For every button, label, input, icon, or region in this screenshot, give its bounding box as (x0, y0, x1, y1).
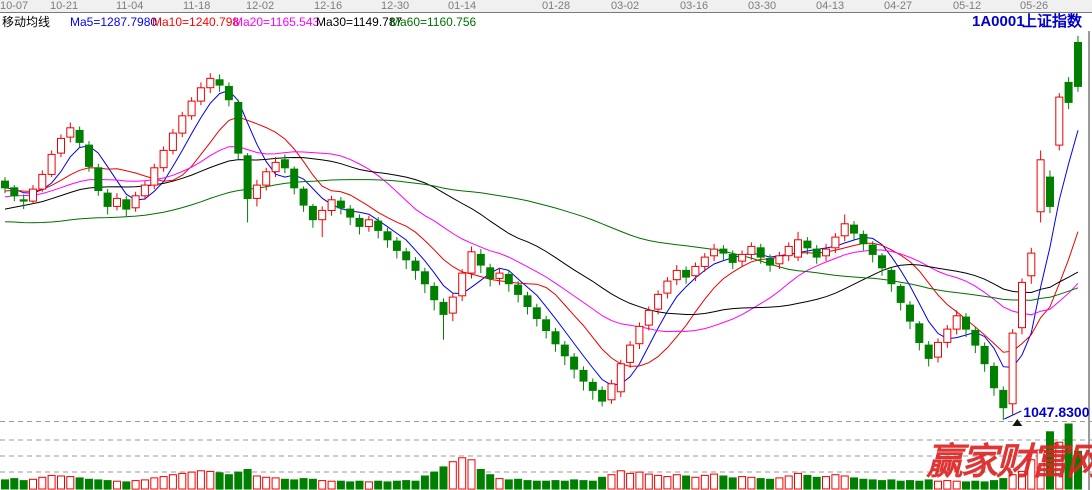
date-label: 12-30 (381, 0, 410, 12)
symbol-name: 上证指数 (1022, 13, 1083, 30)
date-label: 05-26 (1020, 0, 1049, 12)
candles (1, 35, 1082, 421)
ma-value-label: Ma20=1165.543 (233, 15, 320, 29)
ma-line-ma20 (4, 146, 1079, 333)
date-label: 01-14 (448, 0, 477, 12)
ma-line-ma30 (4, 156, 1079, 316)
date-label: 01-28 (542, 0, 571, 12)
date-label: 12-16 (314, 0, 343, 12)
low-price-label: 1047.8300 (1023, 404, 1089, 420)
date-label: 03-16 (680, 0, 709, 12)
date-label: 10-07 (0, 0, 29, 12)
volume-bars (1, 423, 1082, 490)
date-label: 11-04 (116, 0, 144, 12)
date-label: 04-27 (884, 0, 913, 12)
ma-value-label: Ma10=1240.798 (152, 15, 240, 29)
date-axis: 10-07 10-21 11-04 11-18 12-02 12-16 12-30 01-14… (0, 0, 1092, 13)
indicator-name: 移动均线 (2, 15, 51, 29)
ma-line-ma60 (4, 179, 1079, 301)
date-label: 03-02 (611, 0, 640, 12)
indicator-header: 移动均线 Ma5=1287.7980 Ma10=1240.798 Ma20=1165… (0, 14, 1092, 30)
date-label: 12-02 (246, 0, 275, 12)
date-label: 11-18 (183, 0, 211, 12)
volume-gridlines (0, 421, 1092, 473)
low-marker-triangle-icon (1012, 419, 1023, 426)
ma-line-ma10 (4, 116, 1079, 367)
ma-value-label: Ma60=1160.756 (390, 15, 477, 29)
ma-lines (4, 89, 1079, 386)
date-label: 03-30 (748, 0, 777, 12)
symbol-code: 1A0001 (972, 13, 1025, 30)
watermark: 赢家财富网 (926, 442, 1092, 483)
ma-line-ma5 (4, 89, 1079, 386)
ma-value-label: Ma30=1149.787 (316, 15, 403, 29)
date-label: 04-13 (816, 0, 845, 12)
date-label: 10-21 (50, 0, 79, 12)
date-label: 05-12 (953, 0, 982, 12)
ma-value-label: Ma5=1287.7980 (70, 15, 158, 29)
low-annotation: 1047.8300 (1004, 404, 1090, 426)
